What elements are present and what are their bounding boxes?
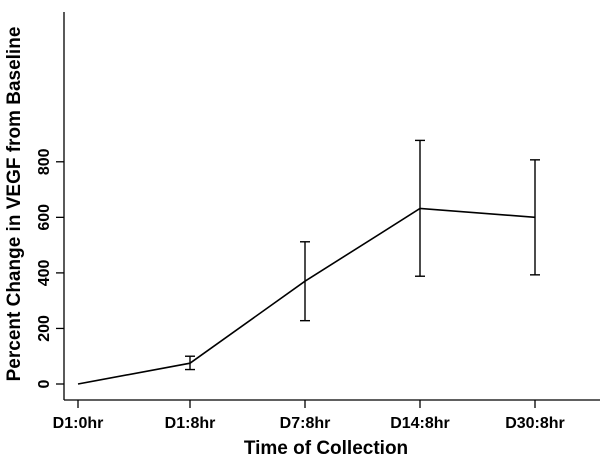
- x-axis-title: Time of Collection: [244, 438, 408, 459]
- x-tick-label-2: D7:8hr: [280, 415, 331, 432]
- x-tick-label-4: D30:8hr: [505, 415, 565, 432]
- y-tick-label-0: 0: [36, 379, 53, 388]
- axes: [63, 12, 600, 401]
- series-line: [77, 207, 536, 385]
- x-tick-label-1: D1:8hr: [165, 415, 216, 432]
- x-tick-label-0: D1:0hr: [53, 415, 104, 432]
- x-tick-label-3: D14:8hr: [390, 415, 450, 432]
- y-tick-label-800: 800: [36, 148, 53, 175]
- y-axis-title: Percent Change in VEGF from Baseline: [4, 27, 25, 382]
- y-tick-label-400: 400: [36, 259, 53, 286]
- x-ticks: D1:0hr D1:8hr D7:8hr D14:8hr D30:8hr: [53, 400, 565, 432]
- y-tick-label-600: 600: [36, 204, 53, 231]
- y-tick-label-200: 200: [36, 315, 53, 342]
- y-ticks: 0 200 400 600 800: [36, 148, 64, 388]
- error-bars: [185, 139, 540, 371]
